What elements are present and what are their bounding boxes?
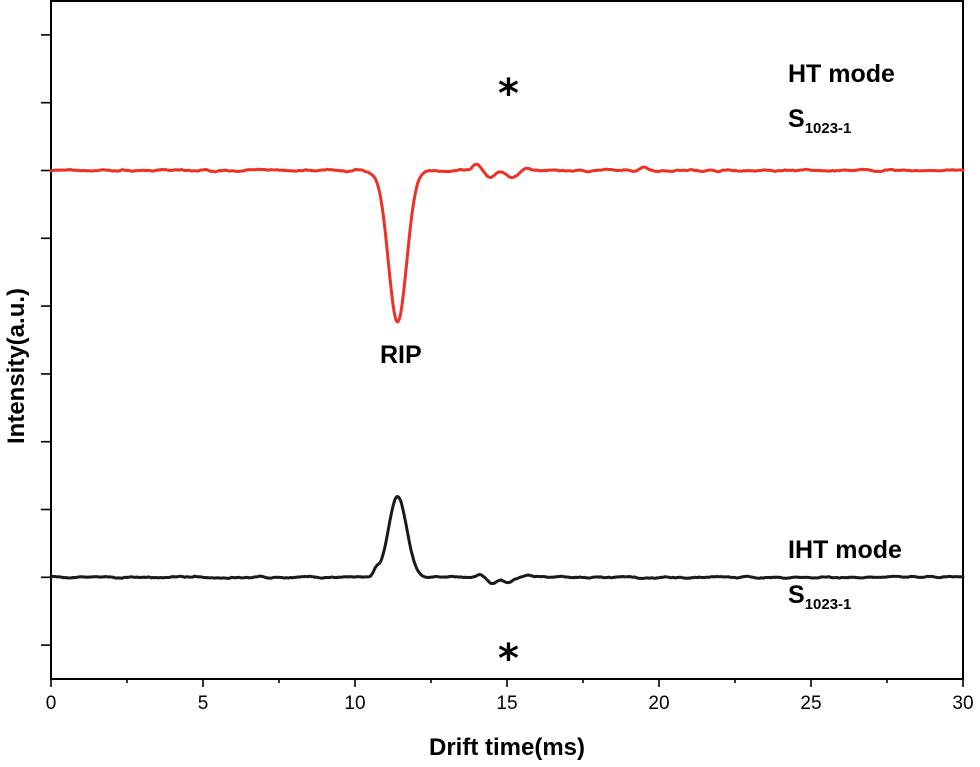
- x-tick-label-0: 0: [46, 693, 57, 714]
- x-axis-title: Drift time(ms): [429, 734, 585, 761]
- annotation-ht-sample-sub: 1023-1: [805, 120, 852, 137]
- annotation-iht-sample-sub: 1023-1: [805, 596, 852, 613]
- marker-star-bottom: *: [498, 636, 519, 682]
- annotation-iht-sample: S1023-1: [788, 581, 851, 613]
- x-tick-label-15: 15: [496, 693, 517, 714]
- marker-star-top: *: [498, 71, 519, 117]
- x-tick-label-10: 10: [344, 693, 365, 714]
- x-tick-label-5: 5: [198, 693, 209, 714]
- series-line-ht: [49, 162, 965, 324]
- annotation-iht-sample-main: S: [788, 581, 805, 609]
- annotation-rip: RIP: [380, 341, 422, 369]
- annotation-iht-mode: IHT mode: [788, 536, 902, 564]
- annotation-ht-sample-main: S: [788, 105, 805, 133]
- axis-ticks: 0 5 10 15 20 25 30: [41, 34, 974, 714]
- y-axis-title: Intensity(a.u.): [3, 288, 30, 444]
- annotation-ht-sample: S1023-1: [788, 105, 851, 137]
- x-tick-label-30: 30: [952, 693, 973, 714]
- series-group: [49, 162, 965, 586]
- x-tick-label-20: 20: [648, 693, 669, 714]
- series-line-iht: [49, 494, 965, 586]
- x-tick-label-25: 25: [800, 693, 821, 714]
- annotation-ht-mode: HT mode: [788, 60, 895, 88]
